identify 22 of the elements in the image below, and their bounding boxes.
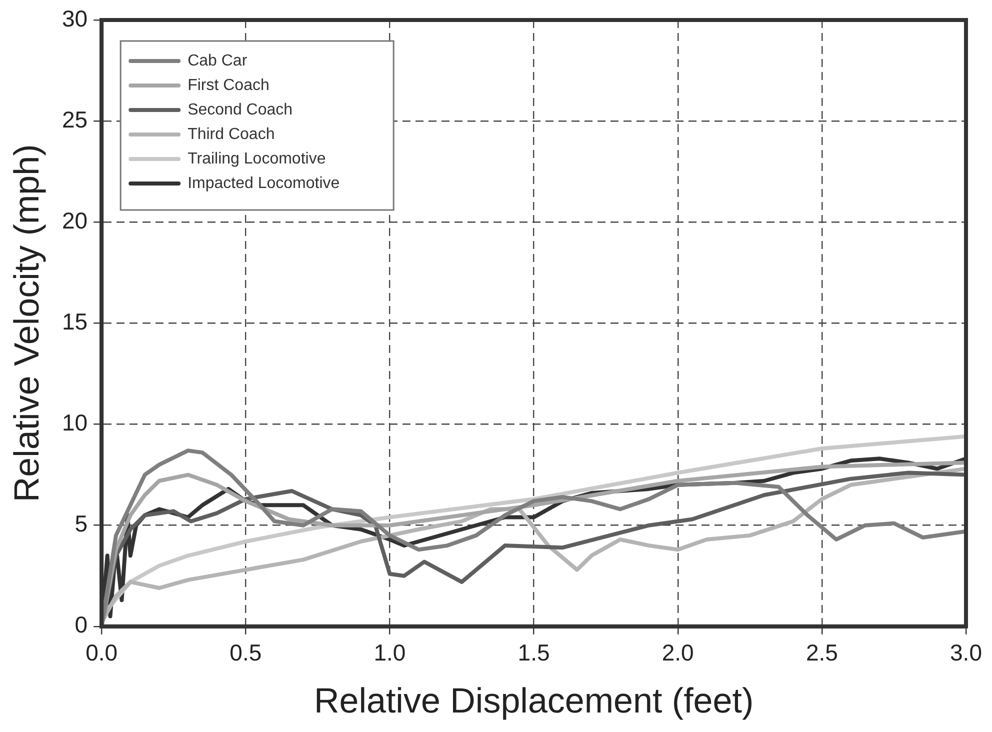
legend-label: Second Coach (188, 101, 293, 118)
x-tick-label: 2.0 (662, 640, 694, 666)
y-tick-label: 20 (62, 207, 88, 234)
legend-label: First Coach (188, 76, 270, 94)
legend-label: Cab Car (188, 52, 248, 70)
x-tick-label: 1.0 (374, 640, 406, 666)
x-tick-label: 3.0 (950, 640, 982, 666)
y-tick-label: 25 (62, 106, 88, 132)
x-axis-title: Relative Displacement (feet) (314, 682, 754, 721)
y-tick-label: 5 (74, 510, 88, 537)
y-axis-title: Relative Velocity (mph) (8, 144, 47, 502)
y-tick-label: 10 (62, 410, 88, 436)
legend-label: Third Coach (188, 126, 275, 143)
y-tick-label: 15 (62, 308, 88, 335)
legend-label: Impacted Locomotive (188, 174, 340, 192)
x-tick-label: 2.5 (806, 640, 838, 666)
legend-label: Trailing Locomotive (188, 150, 326, 168)
y-tick-label: 30 (62, 5, 88, 32)
y-tick-label: 0 (74, 612, 88, 638)
x-tick-label: 0.0 (86, 640, 118, 666)
x-tick-label: 0.5 (230, 640, 262, 666)
x-tick-label: 1.5 (518, 640, 550, 666)
